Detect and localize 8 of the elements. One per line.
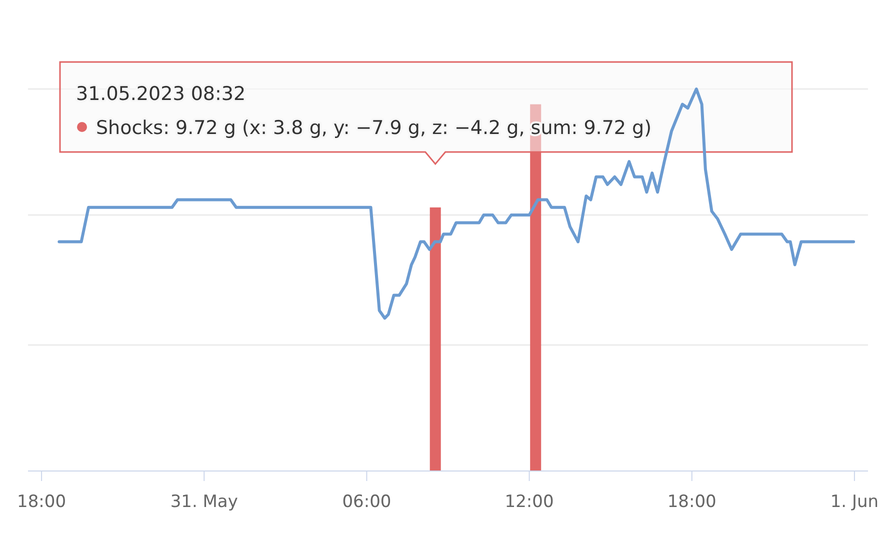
x-tick-label: 18:00 [17, 492, 66, 512]
annotation: 31.05.2023 08:32 [76, 83, 246, 105]
annotation: Shocks: 9.72 g (x: 3.8 g, y: −7.9 g, z: −4.2 g, sum: 9.72 g) [96, 117, 652, 139]
x-tick-label: 1. Jun [830, 492, 879, 512]
x-tick-label: 12:00 [504, 492, 554, 512]
x-tick-label: 18:00 [667, 492, 716, 512]
x-tick-label: 31. May [170, 492, 238, 512]
x-tick-label: 06:00 [342, 492, 392, 512]
